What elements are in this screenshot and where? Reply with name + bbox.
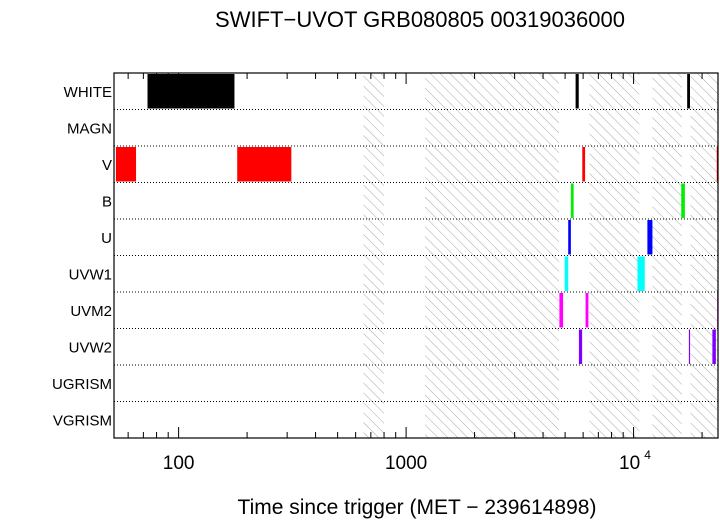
row-label-uvm2: UVM2 [70, 303, 112, 320]
row-label-b: B [102, 193, 112, 210]
exposure-bar-u [568, 220, 571, 255]
hatched-interval [424, 73, 559, 438]
x-axis-tick-labels: 100 1000 10 4 [163, 448, 651, 474]
exposure-bar-v [582, 147, 586, 182]
hatched-interval [652, 73, 682, 438]
exposure-bar-white [147, 74, 235, 109]
exposure-bar-u [647, 220, 653, 255]
row-label-u: U [101, 230, 112, 247]
row-label-white: WHITE [64, 84, 112, 101]
chart-title: SWIFT−UVOT GRB080805 00319036000 [215, 7, 625, 32]
hatched-interval [589, 73, 640, 438]
exposure-bar-v [115, 147, 137, 182]
exposure-bars [115, 74, 719, 364]
exposure-bar-uvm2 [585, 293, 589, 328]
plot-frame [113, 72, 719, 439]
exposure-bar-uvw1 [637, 256, 645, 291]
row-label-uvw1: UVW1 [69, 266, 112, 283]
exposure-bar-uvw1 [564, 256, 569, 291]
row-label-ugrism: UGRISM [52, 376, 112, 393]
row-label-magn: MAGN [67, 120, 112, 137]
row-labels: WHITE MAGN V B U UVW1 UVM2 UVW2 UGRISM VGRISM [52, 84, 112, 430]
exposure-bar-uvw2 [712, 329, 716, 364]
exposure-bar-v [716, 147, 718, 182]
exposure-bar-uvm2 [559, 293, 564, 328]
x-tick-label: 100 [163, 453, 195, 474]
x-tick-label: 10 [619, 453, 640, 474]
row-label-vgrism: VGRISM [53, 412, 112, 429]
x-tick-label: 1000 [385, 453, 427, 474]
row-label-v: V [102, 157, 112, 174]
exposure-bar-white [575, 74, 579, 109]
hatched-interval [363, 73, 385, 438]
x-axis-ticks [127, 73, 703, 438]
exposure-bar-uvw2 [688, 329, 691, 364]
x-tick-label-exponent: 4 [644, 448, 651, 462]
exposure-bar-b [570, 183, 574, 218]
x-axis-label: Time since trigger (MET − 239614898) [238, 496, 597, 519]
exposure-bar-uvw2 [578, 329, 583, 364]
exposure-bar-v [237, 147, 292, 182]
row-label-uvw2: UVW2 [69, 339, 112, 356]
hatched-interval [690, 73, 718, 438]
exposure-bar-b [681, 183, 685, 218]
exposure-bar-white [687, 74, 690, 109]
